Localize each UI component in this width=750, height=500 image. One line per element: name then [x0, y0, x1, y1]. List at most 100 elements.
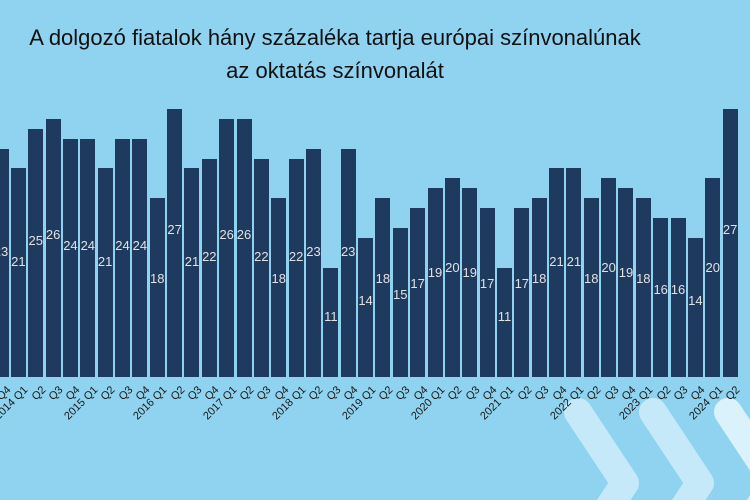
x-tick-label: Q2: [98, 384, 118, 403]
x-tick-label: 2021 Q1: [478, 384, 517, 423]
bar-value-label: 22: [202, 249, 217, 264]
bar-2021-q4: 21: [549, 168, 565, 377]
x-tick-label: Q4: [202, 384, 222, 403]
x-tick-label: Q3: [46, 384, 66, 403]
chart-title-line-1: A dolgozó fiatalok hány százaléka tartja…: [29, 25, 641, 50]
bar-2019-q2: 18: [375, 198, 391, 377]
bar-2020-q1: 19: [427, 188, 443, 377]
bar-2021-q1: 11: [496, 268, 512, 377]
x-tick-label: Q3: [324, 384, 344, 403]
bar-2024-q1: 20: [705, 178, 721, 377]
bar-2018-q1: 22: [288, 159, 304, 377]
bar-2021-q2: 17: [514, 208, 530, 377]
x-tick-label: Q2: [237, 384, 257, 403]
x-tick-label: 2014 Q1: [0, 384, 31, 423]
x-tick-label: Q3: [255, 384, 274, 403]
bar-2015-q4: 24: [132, 139, 148, 377]
x-tick-label: 2016 Q1: [131, 384, 170, 423]
bar-2022-q1: 21: [566, 168, 582, 377]
x-tick-label: 2017 Q1: [200, 384, 240, 423]
x-tick-label: Q2: [723, 384, 743, 403]
bar-value-label: 14: [358, 293, 373, 308]
bar-value-label: 21: [566, 254, 582, 269]
x-tick-label: 2019 Q1: [339, 384, 379, 423]
x-tick-label: Q4: [480, 384, 500, 403]
bar-2023-q2: 16: [653, 218, 669, 377]
bar-value-label: 24: [115, 238, 130, 253]
bar-value-label: 17: [410, 276, 425, 291]
bar-2019-q4: 17: [410, 208, 426, 377]
x-tick-label: Q3: [602, 384, 622, 403]
bar-value-label: 11: [497, 309, 512, 324]
plot-area: 2321252624242124241827212226262218222311…: [0, 109, 738, 377]
bar-value-label: 18: [150, 271, 165, 286]
chart-title: A dolgozó fiatalok hány százaléka tartja…: [0, 21, 710, 87]
bar-value-label: 26: [219, 227, 234, 242]
bar-2023-q4: 14: [687, 238, 703, 377]
bar-value-label: 16: [670, 282, 686, 297]
bar-value-label: 23: [306, 244, 321, 259]
x-tick-label: Q2: [168, 384, 188, 403]
x-tick-label: Q4: [689, 384, 708, 403]
x-tick-label: Q4: [550, 384, 570, 403]
x-tick-label: Q3: [116, 384, 136, 403]
bar-value-label: 21: [11, 254, 26, 269]
x-tick-label: Q4: [64, 384, 83, 403]
bar-2022-q4: 19: [618, 188, 634, 377]
bar-value-label: 19: [618, 265, 634, 280]
bar-2013-q4: 23: [0, 149, 9, 377]
bar-2023-q1: 18: [635, 198, 651, 377]
bar-2019-q1: 14: [358, 238, 374, 377]
x-tick-label: Q2: [376, 384, 396, 403]
bar-2018-q4: 23: [340, 149, 356, 377]
bar-value-label: 27: [167, 222, 182, 237]
bar-value-label: 18: [271, 271, 286, 286]
x-tick-label: Q2: [307, 384, 326, 403]
bar-value-label: 20: [445, 260, 460, 275]
x-tick-label: 2024 Q1: [686, 384, 726, 423]
x-tick-label: 2023 Q1: [617, 384, 656, 423]
x-tick-label: Q4: [133, 384, 153, 403]
chart-title-line-2: az oktatás színvonalát: [226, 58, 444, 83]
bar-2019-q3: 15: [392, 228, 408, 377]
bar-2014-q4: 24: [62, 139, 78, 377]
bar-value-label: 27: [722, 222, 738, 237]
bar-2020-q3: 19: [462, 188, 478, 377]
bar-2016-q1: 18: [149, 198, 165, 377]
bar-value-label: 23: [0, 244, 9, 259]
bar-value-label: 21: [549, 254, 564, 269]
bar-value-label: 20: [705, 260, 720, 275]
bar-value-label: 24: [132, 238, 148, 253]
bar-2018-q2: 23: [305, 149, 321, 377]
bar-2017-q2: 26: [236, 119, 252, 377]
x-tick-label: Q3: [671, 384, 691, 403]
bar-value-label: 18: [531, 271, 547, 286]
bar-2015-q1: 24: [80, 139, 96, 377]
x-tick-label: Q2: [29, 384, 49, 403]
x-tick-label: Q3: [393, 384, 413, 403]
bar-value-label: 26: [45, 227, 61, 242]
x-tick-label: Q3: [185, 384, 205, 403]
bar-2020-q2: 20: [444, 178, 460, 377]
bar-value-label: 15: [393, 287, 408, 302]
bar-value-label: 18: [584, 271, 599, 286]
bar-2017-q1: 26: [219, 119, 235, 377]
bar-value-label: 22: [254, 249, 269, 264]
bar-2023-q3: 16: [670, 218, 686, 377]
bar-2021-q3: 18: [531, 198, 547, 377]
bar-value-label: 23: [340, 244, 356, 259]
bar-2016-q4: 22: [201, 159, 217, 377]
bar-2016-q3: 21: [184, 168, 200, 377]
x-tick-label: 2018 Q1: [270, 384, 309, 423]
bar-value-label: 20: [601, 260, 616, 275]
bar-2022-q2: 18: [583, 198, 599, 377]
bar-2015-q3: 24: [115, 139, 131, 377]
bar-2014-q1: 21: [10, 168, 26, 377]
bar-value-label: 19: [462, 265, 477, 280]
x-tick-label: Q3: [532, 384, 552, 403]
x-tick-label: Q4: [411, 384, 431, 403]
bar-2024-q2: 27: [722, 109, 738, 377]
bar-value-label: 18: [636, 271, 651, 286]
x-tick-label: Q3: [463, 384, 483, 403]
x-tick-label: Q4: [272, 384, 292, 403]
